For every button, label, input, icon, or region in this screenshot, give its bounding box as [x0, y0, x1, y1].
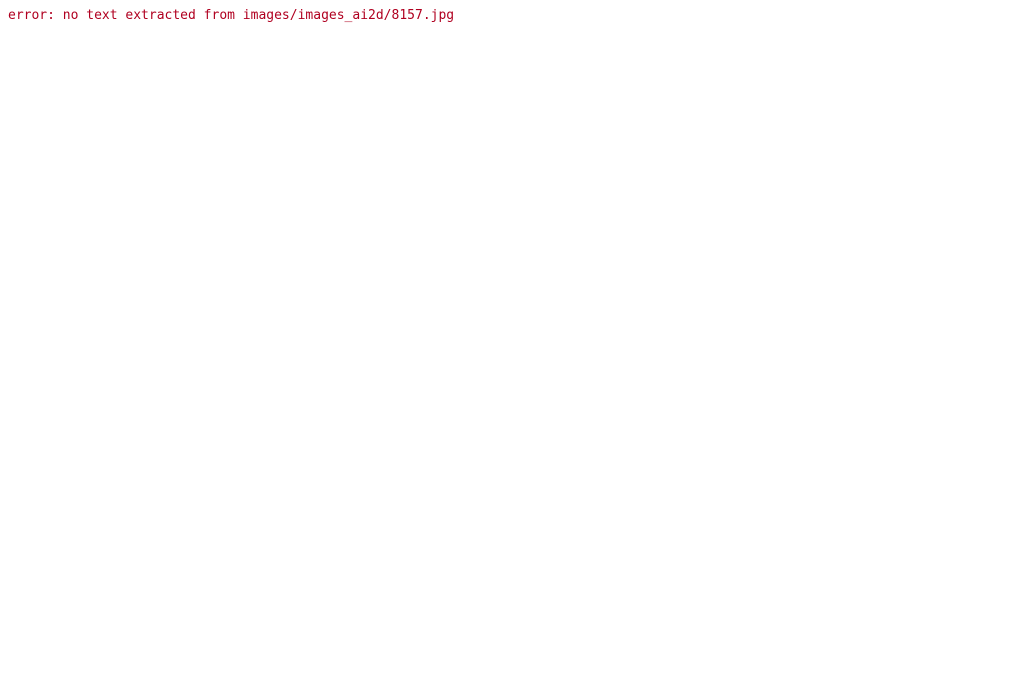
error-message: error: no text extracted from images/ima…	[8, 8, 455, 23]
